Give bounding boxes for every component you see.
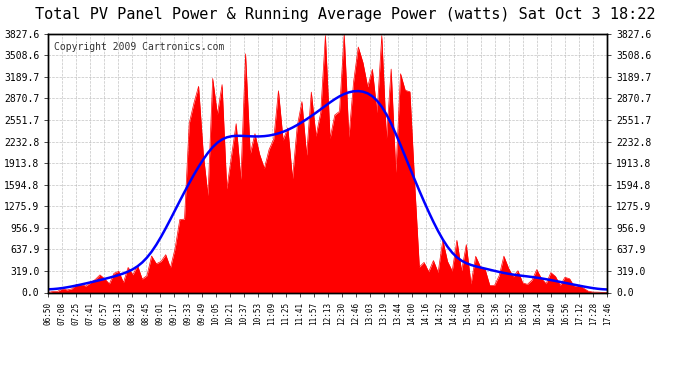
Text: Total PV Panel Power & Running Average Power (watts) Sat Oct 3 18:22: Total PV Panel Power & Running Average P… [34,8,655,22]
Text: Copyright 2009 Cartronics.com: Copyright 2009 Cartronics.com [54,42,224,51]
